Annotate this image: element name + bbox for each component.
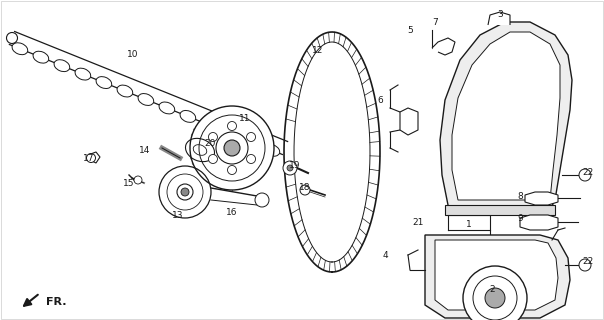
Text: 3: 3 — [497, 10, 503, 19]
Circle shape — [579, 259, 591, 271]
Polygon shape — [525, 192, 558, 205]
Text: 13: 13 — [172, 211, 184, 220]
Ellipse shape — [264, 144, 280, 156]
Ellipse shape — [138, 93, 154, 105]
Polygon shape — [425, 235, 570, 318]
Circle shape — [228, 122, 237, 131]
Ellipse shape — [159, 102, 175, 114]
Text: 7: 7 — [432, 18, 438, 27]
Circle shape — [246, 155, 255, 164]
Polygon shape — [520, 215, 558, 230]
Text: 10: 10 — [127, 50, 139, 59]
Ellipse shape — [33, 51, 49, 63]
Circle shape — [246, 132, 255, 141]
Circle shape — [224, 140, 240, 156]
Text: 22: 22 — [582, 167, 594, 177]
Ellipse shape — [117, 85, 133, 97]
Text: 5: 5 — [407, 26, 413, 35]
Polygon shape — [432, 38, 455, 55]
Polygon shape — [445, 205, 555, 215]
Circle shape — [228, 165, 237, 174]
Circle shape — [579, 169, 591, 181]
Polygon shape — [440, 22, 572, 210]
Text: 18: 18 — [299, 182, 310, 191]
Text: 9: 9 — [517, 213, 523, 222]
Text: 1: 1 — [466, 220, 472, 228]
Polygon shape — [435, 240, 558, 310]
Text: 11: 11 — [239, 114, 251, 123]
Ellipse shape — [96, 76, 112, 89]
Circle shape — [159, 166, 211, 218]
Circle shape — [287, 165, 293, 171]
Circle shape — [177, 184, 193, 200]
Ellipse shape — [243, 136, 259, 148]
Circle shape — [216, 132, 248, 164]
Ellipse shape — [185, 138, 214, 162]
Circle shape — [485, 288, 505, 308]
Text: 4: 4 — [382, 251, 388, 260]
Text: 6: 6 — [377, 95, 383, 105]
Text: 16: 16 — [226, 207, 238, 217]
Text: 19: 19 — [289, 161, 301, 170]
Circle shape — [463, 266, 527, 320]
Text: 14: 14 — [140, 146, 150, 155]
Ellipse shape — [222, 127, 238, 139]
Text: 22: 22 — [582, 258, 594, 267]
Circle shape — [190, 106, 274, 190]
Circle shape — [283, 161, 297, 175]
Text: 20: 20 — [204, 139, 216, 148]
Polygon shape — [488, 12, 510, 25]
Circle shape — [208, 155, 217, 164]
Circle shape — [134, 176, 142, 184]
Circle shape — [208, 132, 217, 141]
Text: 2: 2 — [489, 285, 495, 294]
Circle shape — [7, 33, 18, 44]
Text: 21: 21 — [413, 218, 423, 227]
Circle shape — [300, 185, 310, 195]
Ellipse shape — [75, 68, 91, 80]
Ellipse shape — [180, 110, 196, 122]
Circle shape — [181, 188, 189, 196]
Circle shape — [86, 154, 95, 163]
Ellipse shape — [12, 43, 28, 55]
Text: FR.: FR. — [46, 297, 66, 307]
Text: 8: 8 — [517, 191, 523, 201]
Circle shape — [255, 193, 269, 207]
Ellipse shape — [201, 119, 217, 131]
Polygon shape — [400, 108, 418, 135]
Text: 17: 17 — [83, 154, 95, 163]
Polygon shape — [88, 152, 100, 163]
Ellipse shape — [54, 60, 69, 72]
Polygon shape — [452, 32, 560, 200]
Text: 12: 12 — [312, 45, 324, 54]
Text: 15: 15 — [123, 179, 135, 188]
